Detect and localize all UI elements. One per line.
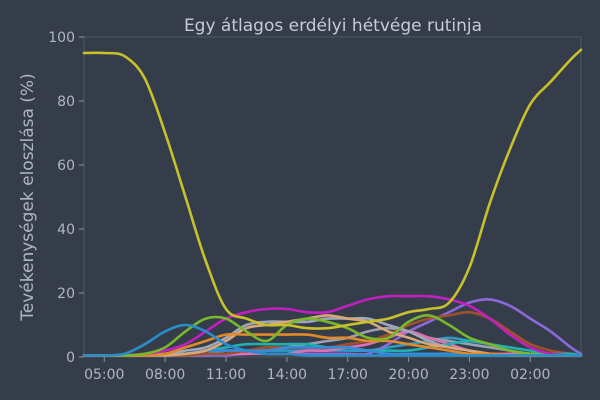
y-axis-label: Tevékenységek eloszlása (%): [18, 73, 38, 321]
plot-area: [83, 36, 582, 358]
x-tick-label: 14:00: [267, 367, 307, 383]
x-tick-label: 11:00: [206, 367, 246, 383]
y-tick-label: 60: [57, 158, 75, 174]
x-tick-label: 05:00: [84, 367, 124, 383]
y-tick-label: 40: [57, 222, 75, 238]
y-axis: 0 20 40 60 80 100: [48, 30, 84, 366]
series-line-séta: [82, 294, 583, 357]
series-layer: [82, 48, 583, 357]
x-axis: 05:00 08:00 11:00 14:00 17:00 20:00 23:00 02:00: [84, 357, 550, 383]
series-line-reggeli: [82, 323, 583, 357]
x-tick-label: 20:00: [388, 367, 428, 383]
chart-title: Egy átlagos erdélyi hétvége rutinja: [184, 16, 482, 36]
y-tick-label: 80: [57, 94, 75, 110]
x-tick-label: 02:00: [510, 367, 550, 383]
series-line-kávé: [82, 314, 583, 357]
y-tick-label: 100: [48, 30, 75, 46]
x-tick-label: 23:00: [449, 367, 489, 383]
series-line-alvás: [82, 48, 583, 330]
y-tick-label: 0: [66, 350, 75, 366]
x-tick-label: 17:00: [328, 367, 368, 383]
x-tick-label: 08:00: [145, 367, 185, 383]
y-tick-label: 20: [57, 286, 75, 302]
